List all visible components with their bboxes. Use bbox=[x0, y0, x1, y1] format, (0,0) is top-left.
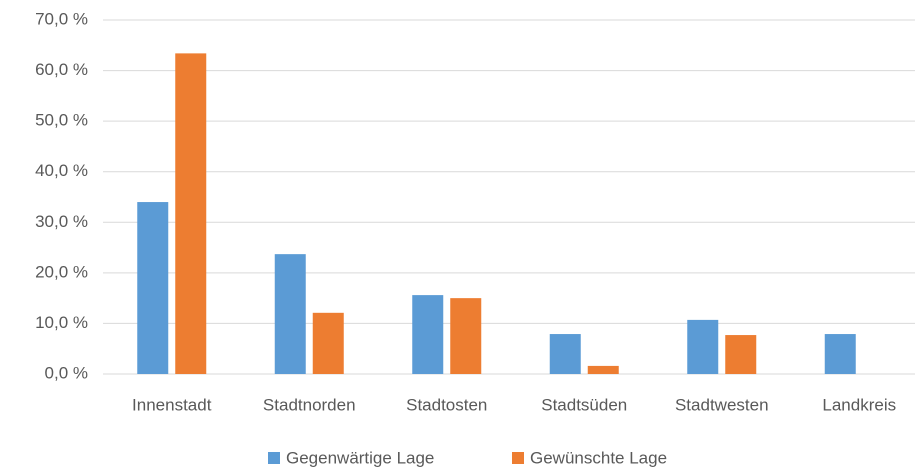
legend-label: Gegenwärtige Lage bbox=[286, 448, 434, 467]
y-tick-label: 40,0 % bbox=[35, 161, 88, 180]
bar bbox=[312, 312, 344, 374]
x-tick-label: Stadtsüden bbox=[541, 395, 627, 414]
y-tick-label: 60,0 % bbox=[35, 60, 88, 79]
legend-swatch bbox=[512, 452, 524, 464]
bar bbox=[175, 53, 207, 375]
y-tick-label: 0,0 % bbox=[45, 363, 88, 382]
y-tick-label: 30,0 % bbox=[35, 212, 88, 231]
bar bbox=[687, 319, 719, 374]
bar bbox=[587, 365, 619, 374]
bar bbox=[274, 254, 306, 374]
x-tick-label: Innenstadt bbox=[132, 395, 212, 414]
bar bbox=[450, 298, 482, 374]
y-tick-label: 10,0 % bbox=[35, 313, 88, 332]
bar bbox=[824, 334, 856, 374]
y-tick-label: 70,0 % bbox=[35, 9, 88, 28]
bar bbox=[725, 335, 757, 374]
x-tick-label: Stadtosten bbox=[406, 395, 487, 414]
x-tick-label: Stadtnorden bbox=[263, 395, 356, 414]
y-tick-label: 50,0 % bbox=[35, 111, 88, 130]
bar bbox=[412, 295, 444, 374]
legend-swatch bbox=[268, 452, 280, 464]
legend-label: Gewünschte Lage bbox=[530, 448, 667, 467]
y-tick-label: 20,0 % bbox=[35, 262, 88, 281]
bar bbox=[549, 334, 581, 374]
bar bbox=[137, 202, 169, 374]
x-tick-label: Landkreis bbox=[822, 395, 896, 414]
x-tick-label: Stadtwesten bbox=[675, 395, 769, 414]
